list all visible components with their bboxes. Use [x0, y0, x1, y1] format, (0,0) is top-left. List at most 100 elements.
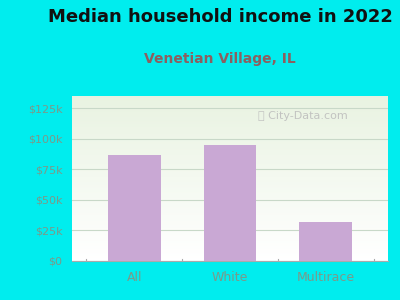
Bar	[72, 238, 388, 239]
Bar	[72, 142, 388, 144]
Bar	[72, 165, 388, 167]
Bar	[72, 173, 388, 175]
Bar	[72, 185, 388, 187]
Bar	[72, 121, 388, 122]
Bar	[72, 259, 388, 261]
Bar	[72, 228, 388, 230]
Bar	[72, 155, 388, 157]
Bar	[72, 114, 388, 116]
Bar	[72, 140, 388, 142]
Bar	[72, 206, 388, 208]
Bar	[72, 132, 388, 134]
Bar	[72, 225, 388, 226]
Bar	[72, 124, 388, 126]
Bar	[72, 251, 388, 253]
Bar	[72, 167, 388, 169]
Bar	[72, 188, 388, 190]
Bar	[72, 208, 388, 210]
Bar	[72, 101, 388, 103]
Bar	[72, 149, 388, 150]
Bar	[204, 145, 256, 261]
Bar	[72, 99, 388, 101]
Bar	[72, 137, 388, 139]
Bar	[72, 177, 388, 178]
Bar	[72, 134, 388, 136]
Bar	[72, 248, 388, 249]
Bar	[72, 243, 388, 244]
Bar	[72, 235, 388, 236]
Text: Venetian Village, IL: Venetian Village, IL	[144, 52, 296, 67]
Bar	[72, 117, 388, 119]
Bar	[72, 170, 388, 172]
Bar	[72, 254, 388, 256]
Bar	[72, 198, 388, 200]
Bar	[72, 111, 388, 112]
Bar	[72, 212, 388, 213]
Bar	[72, 183, 388, 185]
Bar	[72, 150, 388, 152]
Bar	[108, 155, 160, 261]
Bar	[72, 144, 388, 146]
Bar	[72, 180, 388, 182]
Bar	[72, 129, 388, 130]
Bar	[72, 200, 388, 202]
Bar	[72, 192, 388, 193]
Bar	[72, 112, 388, 114]
Bar	[72, 244, 388, 246]
Bar	[72, 175, 388, 177]
Bar	[72, 233, 388, 235]
Bar	[72, 147, 388, 149]
Bar	[72, 104, 388, 106]
Bar	[72, 136, 388, 137]
Bar	[72, 249, 388, 251]
Bar	[300, 222, 352, 261]
Bar	[72, 107, 388, 109]
Bar	[72, 256, 388, 258]
Bar	[72, 116, 388, 117]
Bar	[72, 96, 388, 98]
Bar	[72, 169, 388, 170]
Bar	[72, 239, 388, 241]
Bar	[72, 202, 388, 203]
Bar	[72, 213, 388, 215]
Bar	[72, 106, 388, 107]
Bar	[72, 203, 388, 205]
Bar	[72, 193, 388, 195]
Bar	[72, 258, 388, 259]
Bar	[72, 226, 388, 228]
Bar	[72, 178, 388, 180]
Bar	[72, 146, 388, 147]
Bar	[72, 216, 388, 218]
Bar	[72, 210, 388, 212]
Bar	[72, 98, 388, 99]
Bar	[72, 236, 388, 238]
Bar	[72, 154, 388, 155]
Bar	[72, 152, 388, 154]
Bar	[72, 103, 388, 104]
Text: Median household income in 2022: Median household income in 2022	[48, 8, 392, 26]
Bar	[72, 221, 388, 223]
Text: Ⓜ City-Data.com: Ⓜ City-Data.com	[258, 111, 348, 121]
Bar	[72, 159, 388, 160]
Bar	[72, 230, 388, 231]
Bar	[72, 172, 388, 173]
Bar	[72, 241, 388, 243]
Bar	[72, 126, 388, 127]
Bar	[72, 109, 388, 111]
Bar	[72, 182, 388, 183]
Bar	[72, 218, 388, 220]
Bar	[72, 127, 388, 129]
Bar	[72, 215, 388, 216]
Bar	[72, 197, 388, 198]
Bar	[72, 205, 388, 206]
Bar	[72, 157, 388, 159]
Bar	[72, 195, 388, 197]
Bar	[72, 160, 388, 162]
Bar	[72, 253, 388, 254]
Bar	[72, 220, 388, 221]
Bar	[72, 130, 388, 132]
Bar	[72, 119, 388, 121]
Bar	[72, 162, 388, 164]
Bar	[72, 246, 388, 248]
Bar	[72, 122, 388, 124]
